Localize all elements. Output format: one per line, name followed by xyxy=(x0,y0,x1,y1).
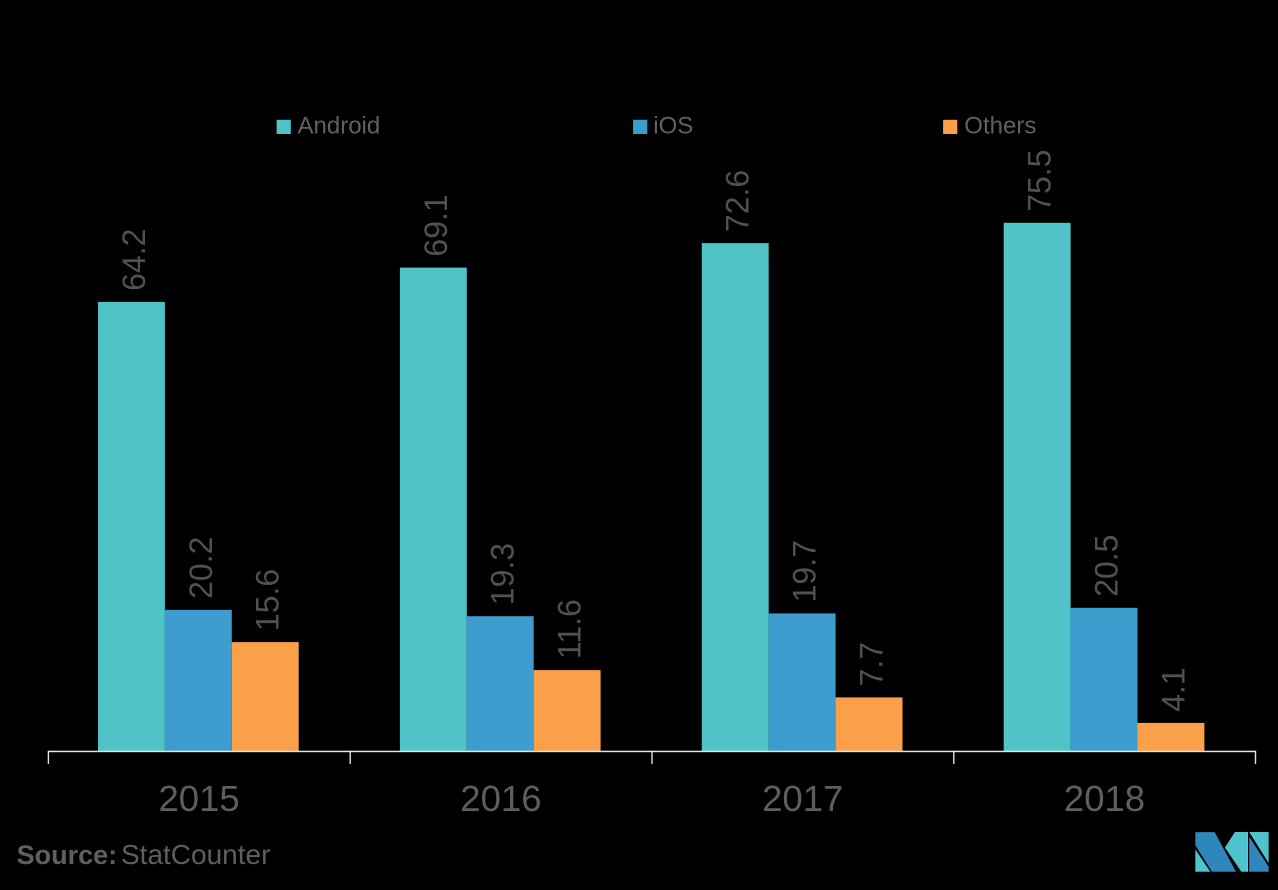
svg-text:75.5: 75.5 xyxy=(1022,150,1058,212)
svg-text:19.3: 19.3 xyxy=(485,543,521,605)
svg-text:Android: Android xyxy=(298,113,381,140)
svg-text:15.6: 15.6 xyxy=(250,569,286,631)
svg-text:Source:: Source: xyxy=(17,840,118,870)
svg-text:72.6: 72.6 xyxy=(720,170,756,232)
svg-text:StatCounter: StatCounter xyxy=(121,839,270,870)
svg-text:2016: 2016 xyxy=(460,778,541,819)
svg-text:64.2: 64.2 xyxy=(116,229,152,291)
svg-text:2018: 2018 xyxy=(1064,778,1145,819)
svg-text:Others: Others xyxy=(964,113,1036,140)
svg-text:19.7: 19.7 xyxy=(787,540,823,602)
svg-text:20.2: 20.2 xyxy=(183,537,219,599)
svg-text:69.1: 69.1 xyxy=(418,194,454,256)
svg-text:11.6: 11.6 xyxy=(552,599,588,659)
svg-text:iOS: iOS xyxy=(653,113,693,140)
svg-text:2017: 2017 xyxy=(762,778,843,819)
svg-text:20.5: 20.5 xyxy=(1089,535,1125,597)
svg-text:2015: 2015 xyxy=(158,778,239,819)
svg-text:4.1: 4.1 xyxy=(1155,667,1191,711)
svg-text:7.7: 7.7 xyxy=(853,642,889,686)
